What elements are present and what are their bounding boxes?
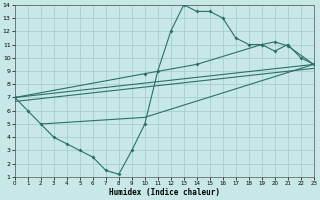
X-axis label: Humidex (Indice chaleur): Humidex (Indice chaleur) [109,188,220,197]
